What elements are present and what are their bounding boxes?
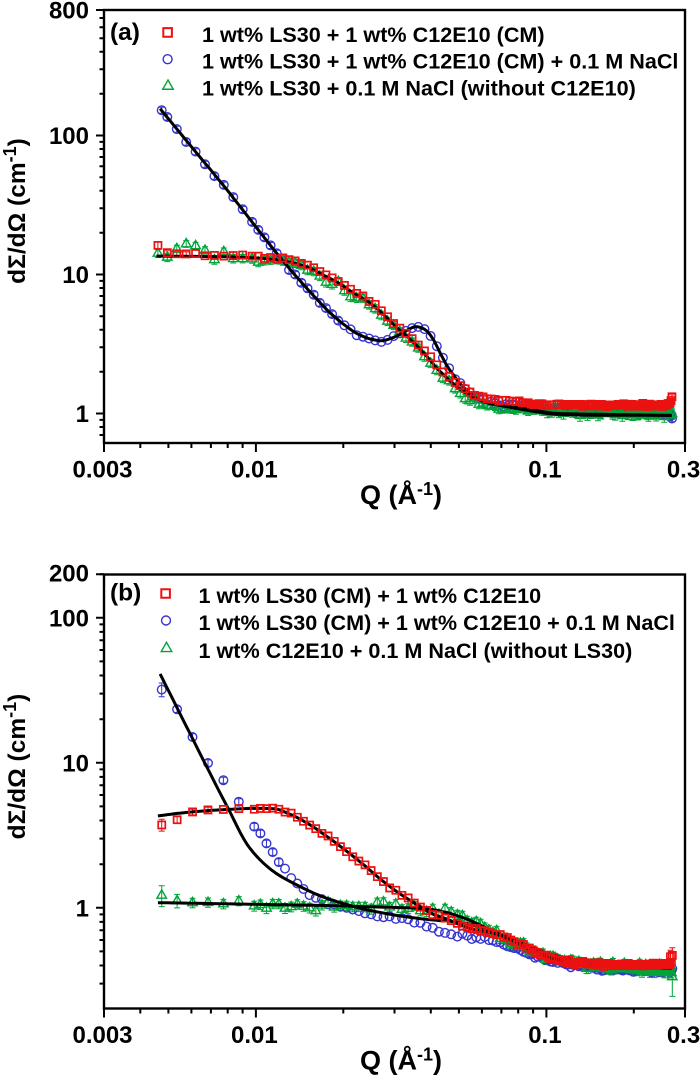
svg-text:10: 10 bbox=[62, 262, 89, 289]
svg-text:1 wt% LS30 + 0.1 M NaCl (witho: 1 wt% LS30 + 0.1 M NaCl (without C12E10) bbox=[202, 76, 636, 101]
svg-text:800: 800 bbox=[49, 0, 89, 25]
svg-text:100: 100 bbox=[49, 605, 89, 632]
svg-text:1 wt% C12E10 + 0.1 M NaCl (wit: 1 wt% C12E10 + 0.1 M NaCl (without LS30) bbox=[199, 638, 633, 663]
svg-text:0.1: 0.1 bbox=[528, 457, 561, 484]
svg-text:0.1: 0.1 bbox=[528, 1022, 561, 1049]
svg-text:0.003: 0.003 bbox=[72, 1022, 132, 1049]
svg-text:Q (Å-1): Q (Å-1) bbox=[360, 1045, 442, 1076]
svg-text:0.01: 0.01 bbox=[231, 457, 278, 484]
svg-text:1 wt% LS30 (CM) + 1 wt% C12E10: 1 wt% LS30 (CM) + 1 wt% C12E10 + 0.1 M N… bbox=[199, 610, 675, 635]
svg-text:100: 100 bbox=[49, 123, 89, 150]
svg-text:0.003: 0.003 bbox=[72, 457, 132, 484]
svg-text:1: 1 bbox=[76, 401, 89, 428]
svg-text:0.3: 0.3 bbox=[667, 1022, 700, 1049]
svg-text:1 wt% LS30 + 1 wt% C12E10 (CM): 1 wt% LS30 + 1 wt% C12E10 (CM) bbox=[202, 22, 545, 47]
svg-text:1: 1 bbox=[76, 896, 89, 923]
svg-text:0.3: 0.3 bbox=[667, 457, 700, 484]
svg-text:1 wt% LS30 + 1 wt% C12E10 (CM): 1 wt% LS30 + 1 wt% C12E10 (CM) + 0.1 M N… bbox=[202, 49, 678, 74]
svg-text:1 wt% LS30 (CM) + 1 wt% C12E10: 1 wt% LS30 (CM) + 1 wt% C12E10 bbox=[199, 583, 542, 608]
svg-text:10: 10 bbox=[62, 751, 89, 778]
svg-text:200: 200 bbox=[49, 560, 89, 587]
svg-text:(a): (a) bbox=[110, 19, 140, 46]
svg-text:0.01: 0.01 bbox=[231, 1022, 278, 1049]
svg-text:(b): (b) bbox=[110, 580, 141, 607]
svg-text:dΣ/dΩ (cm-1): dΣ/dΩ (cm-1) bbox=[0, 694, 31, 840]
svg-text:Q (Å-1): Q (Å-1) bbox=[360, 479, 442, 510]
svg-text:dΣ/dΩ (cm-1): dΣ/dΩ (cm-1) bbox=[0, 138, 31, 284]
